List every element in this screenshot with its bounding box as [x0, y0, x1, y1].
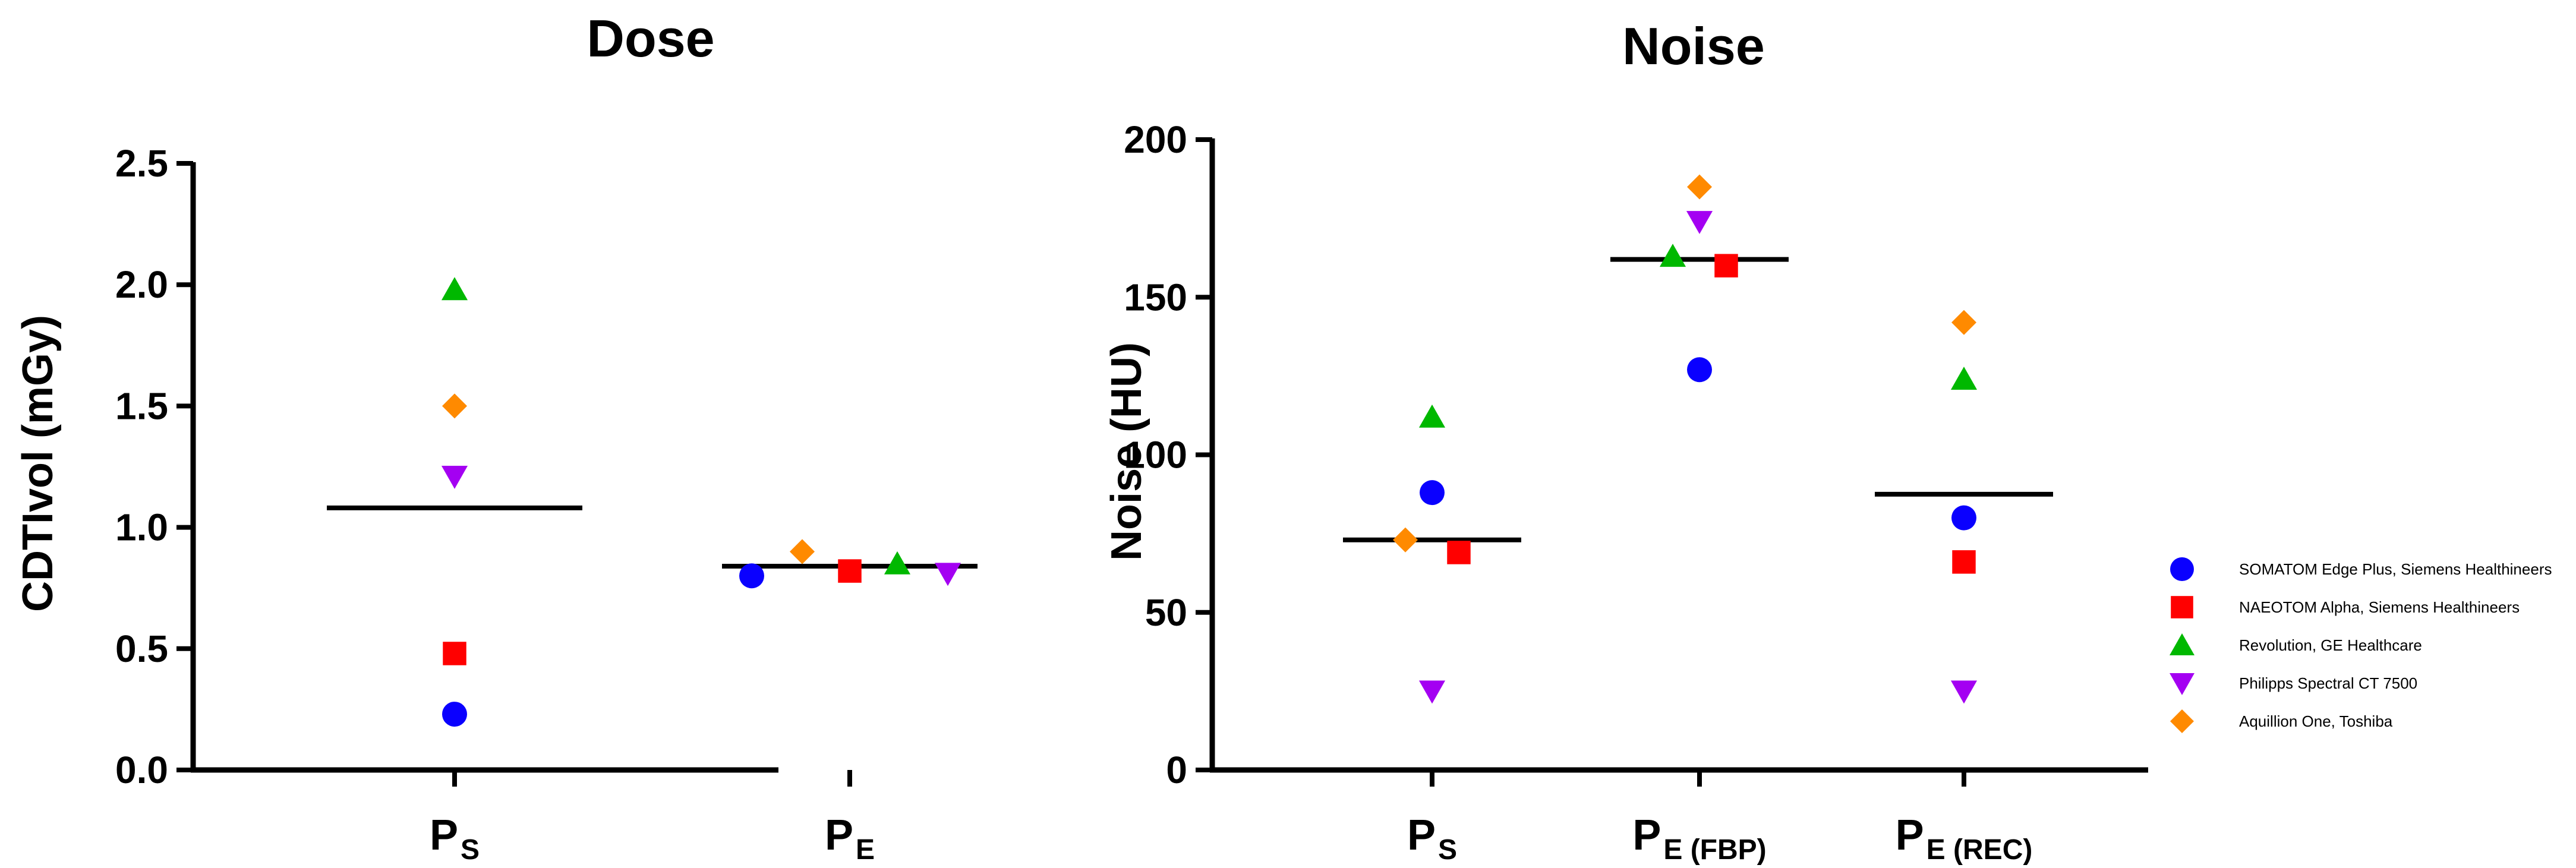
data-point [739, 563, 764, 589]
data-point [442, 702, 467, 727]
legend-label: Philipps Spectral CT 7500 [2239, 674, 2417, 692]
legend-label: SOMATOM Edge Plus, Siemens Healthineers [2239, 560, 2552, 578]
x-tick-label: PS [1407, 812, 1457, 865]
y-tick-label: 0 [1166, 749, 1187, 791]
x-tick-label: PE (REC) [1896, 812, 2033, 865]
legend-marker [2170, 557, 2194, 581]
data-point [934, 563, 961, 586]
x-tick-label: PS [430, 812, 480, 865]
y-tick-label: 0.0 [115, 749, 168, 791]
data-point [441, 277, 468, 301]
legend-label: NAEOTOM Alpha, Siemens Healthineers [2239, 598, 2520, 616]
data-point [442, 393, 467, 419]
data-point [1951, 310, 1976, 335]
data-point [838, 559, 862, 583]
y-tick-label: 0.5 [115, 627, 168, 670]
data-point [1687, 357, 1712, 383]
data-point [443, 642, 466, 665]
data-point [790, 539, 815, 564]
legend-item: Aquillion One, Toshiba [2170, 709, 2393, 733]
data-point [1420, 480, 1445, 506]
y-tick-label: 2.0 [115, 263, 168, 306]
data-point [1951, 505, 1976, 531]
y-tick-label: 1.0 [115, 506, 168, 549]
data-point [884, 551, 911, 575]
legend-item: Philipps Spectral CT 7500 [2170, 673, 2417, 695]
data-point [1952, 550, 1976, 574]
x-tick-label: PE [825, 812, 875, 865]
y-axis-label: CDTIvol (mGy) [14, 315, 62, 612]
data-point [1714, 254, 1738, 277]
legend-marker [2171, 596, 2193, 618]
y-tick-label: 1.5 [115, 384, 168, 427]
y-tick-label: 100 [1124, 434, 1187, 476]
data-point [1393, 527, 1418, 553]
data-point [1950, 680, 1978, 704]
data-point [1447, 541, 1471, 564]
dose-chart: Dose CDTIvol (mGy) 0.0 0.5 1.0 1.5 2.0 2.5 PS P… [14, 9, 978, 866]
data-point [1687, 174, 1712, 200]
legend-marker [2170, 709, 2194, 733]
data-point [1659, 244, 1686, 267]
data-point [1950, 367, 1978, 390]
y-tick-label: 50 [1145, 591, 1187, 634]
legend-label: Revolution, GE Healthcare [2239, 636, 2422, 654]
legend-item: NAEOTOM Alpha, Siemens Healthineers [2171, 596, 2520, 618]
legend-marker [2170, 633, 2195, 655]
y-tick-label: 2.5 [115, 142, 168, 185]
legend-label: Aquillion One, Toshiba [2239, 712, 2393, 730]
data-point [1686, 211, 1713, 234]
y-tick-label: 150 [1124, 276, 1187, 318]
legend-item: SOMATOM Edge Plus, Siemens Healthineers [2170, 557, 2552, 581]
y-axis-label: Noise (HU) [1103, 342, 1150, 561]
data-point [1418, 404, 1446, 428]
noise-chart: Noise Noise (HU) 0 50 100 150 200 PS PE (FBP) P… [1103, 17, 2148, 866]
chart-title: Noise [1622, 17, 1765, 75]
legend: SOMATOM Edge Plus, Siemens Healthineers N… [2170, 557, 2552, 733]
chart-title: Dose [587, 9, 714, 68]
legend-item: Revolution, GE Healthcare [2170, 633, 2422, 655]
data-point [1418, 680, 1446, 704]
y-tick-label: 200 [1124, 118, 1187, 161]
data-point [441, 465, 468, 489]
x-tick-label: PE (FBP) [1632, 812, 1766, 865]
legend-marker [2170, 673, 2195, 695]
